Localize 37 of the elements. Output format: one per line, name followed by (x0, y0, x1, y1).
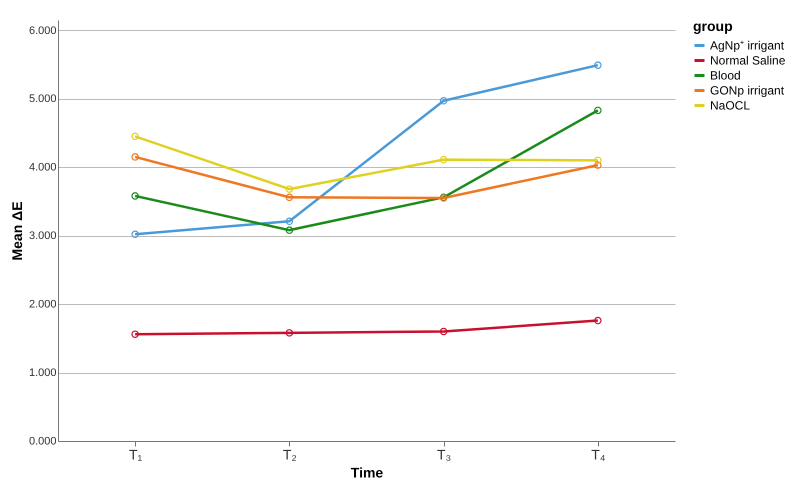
point (286, 194, 294, 202)
point (131, 330, 139, 338)
point (440, 97, 448, 105)
y-tick-label: 1.000 (28, 367, 56, 380)
legend-label: GONp irrigant (710, 84, 785, 98)
x-tick-label: T₂ (282, 446, 297, 462)
y-tick-label: 5.000 (28, 93, 56, 106)
y-tick-label: 4.000 (28, 162, 56, 174)
point (594, 106, 602, 114)
point (131, 153, 139, 161)
y-tick-label: 2.000 (28, 298, 56, 311)
point (286, 185, 294, 193)
x-tick-label: T₃ (436, 446, 452, 462)
x-tick-label: T₁ (128, 446, 143, 462)
x-axis-title: Time (350, 464, 384, 480)
point (131, 230, 139, 238)
x-tick-label: T₄ (591, 446, 606, 462)
point (286, 218, 294, 226)
legend-label: AgNp⁺ irrigant (710, 38, 785, 52)
point (594, 316, 602, 324)
point (594, 61, 602, 69)
point (131, 132, 139, 140)
point (131, 192, 139, 200)
y-tick-label: 0.000 (28, 436, 56, 448)
y-tick-label: 3.000 (28, 230, 56, 242)
point (594, 161, 602, 169)
legend-label: NaOCL (710, 98, 750, 112)
point (440, 156, 448, 164)
legend-title: group (693, 18, 733, 34)
point (440, 328, 448, 336)
y-axis-title: Mean ΔE (8, 201, 25, 261)
y-tick-label: 6.000 (28, 24, 56, 37)
point (286, 329, 294, 337)
legend-label: Normal Saline (710, 54, 786, 68)
point (286, 226, 294, 234)
point (594, 156, 602, 164)
legend-label: Blood (710, 68, 741, 82)
